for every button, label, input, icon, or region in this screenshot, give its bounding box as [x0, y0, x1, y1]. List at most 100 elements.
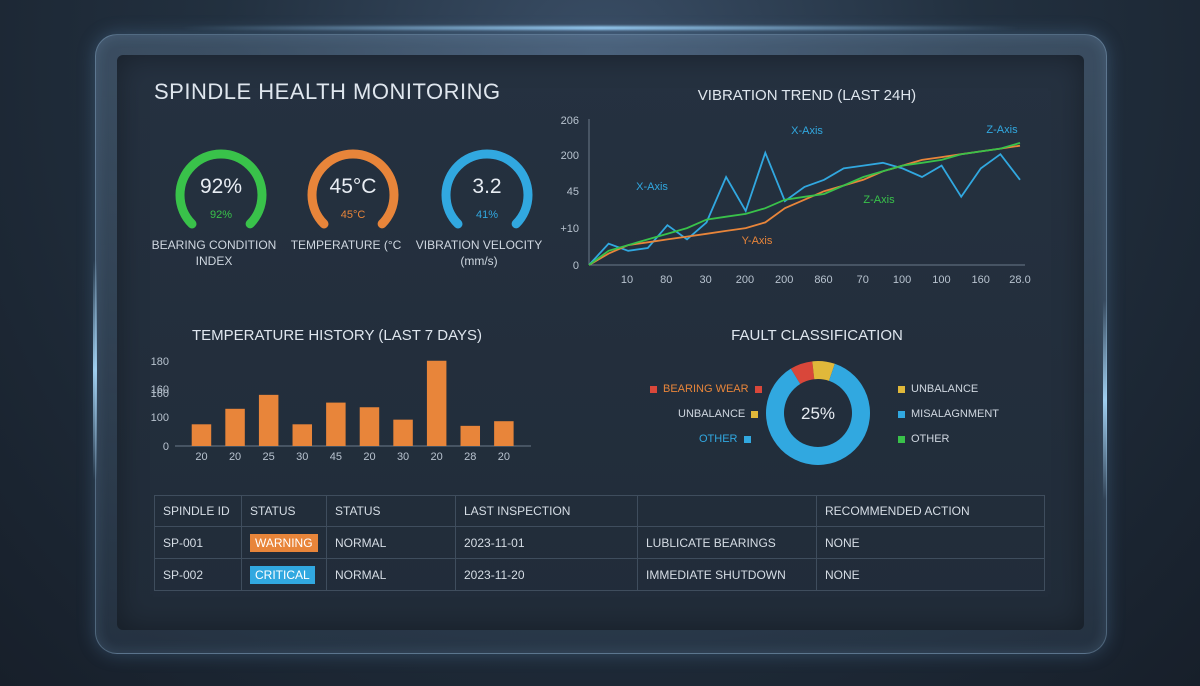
status-badge: WARNING — [250, 533, 318, 552]
spindle-id-cell: SP-001 — [154, 526, 242, 559]
bar — [460, 425, 481, 446]
bar — [359, 407, 380, 446]
gauge-3: 3.2 41% — [425, 143, 549, 243]
frame-left-glow — [93, 260, 97, 480]
y-tick-label: 45 — [567, 186, 579, 198]
last-inspection-cell: 2023-11-01 — [455, 526, 638, 559]
page-title: SPINDLE HEALTH MONITORING — [154, 79, 501, 104]
series-line-y-axis — [588, 144, 1021, 266]
status-cell: CRITICAL — [241, 558, 327, 591]
x-tick-label: 80 — [660, 274, 672, 286]
pie-center-label: 25% — [801, 404, 835, 423]
col-header-action — [637, 495, 817, 527]
legend-label: UNBALANCE — [678, 408, 746, 420]
series-line-z-axis — [588, 142, 1021, 266]
gauge-arc — [307, 149, 399, 229]
series-annotation: Z-Axis — [863, 194, 895, 206]
gauge-2: 45°C 45°C — [291, 143, 415, 243]
frame-top-glow — [180, 26, 1020, 30]
gauge-subvalue: 41% — [475, 209, 499, 221]
recommended-action-cell: NONE — [816, 558, 1045, 591]
x-tick-label: 25 — [263, 451, 275, 463]
legend-label: UNBALANCE — [911, 383, 979, 395]
gauge-label: TEMPERATURE (°C — [290, 238, 402, 252]
x-tick-label: 20 — [431, 451, 443, 463]
x-tick-label: 100 — [893, 274, 911, 286]
pie-slice — [812, 361, 835, 381]
gauge-value: 45°C — [329, 175, 377, 198]
legend-swatch — [898, 435, 905, 443]
x-tick-label: 860 — [814, 274, 832, 286]
action-cell: IMMEDIATE SHUTDOWN — [637, 558, 817, 591]
col-header-status: STATUS — [241, 495, 327, 527]
legend-item: OTHER — [699, 433, 751, 445]
bar — [326, 402, 346, 446]
y-tick-label: 206 — [561, 115, 579, 127]
gauge-1: 92% 92% — [159, 143, 283, 243]
y-tick-label: 180 — [151, 356, 169, 368]
y-tick-label: 160 — [151, 388, 169, 400]
x-tick-label: 28 — [464, 451, 476, 463]
x-tick-label: 200 — [775, 274, 793, 286]
table-row[interactable]: SP-001 WARNING NORMAL 2023-11-01 LUBLICA… — [154, 526, 1045, 559]
legend-swatch — [898, 410, 905, 418]
status-badge: CRITICAL — [250, 565, 315, 584]
legend-swatch — [898, 385, 905, 393]
gauge-arc — [441, 149, 533, 229]
table-header-row: SPINDLE ID STATUS STATUS LAST INSPECTION… — [154, 495, 1045, 527]
x-tick-label: 20 — [363, 451, 375, 463]
pie-slice — [766, 363, 871, 465]
legend-item: OTHER — [898, 433, 950, 445]
x-tick-label: 70 — [857, 274, 869, 286]
dashboard-screen: SPINDLE HEALTH MONITORING 92% 92% 45°C 45°C… — [117, 55, 1084, 630]
status-cell: WARNING — [241, 526, 327, 559]
recommended-action-cell: NONE — [816, 526, 1045, 559]
legend-swatch — [754, 385, 762, 393]
last-inspection-cell: 2023-11-20 — [455, 558, 638, 591]
x-tick-label: 20 — [195, 451, 207, 463]
col-header-last-inspection: LAST INSPECTION — [455, 495, 638, 527]
bar — [191, 424, 212, 446]
action-cell: LUBLICATE BEARINGS — [637, 526, 817, 559]
x-tick-label: 30 — [397, 451, 409, 463]
legend-swatch — [650, 385, 657, 393]
y-tick-label: 100 — [151, 412, 169, 424]
table-row[interactable]: SP-002 CRITICAL NORMAL 2023-11-20 IMMEDI… — [154, 558, 1045, 591]
bar — [292, 424, 313, 446]
x-tick-label: 20 — [229, 451, 241, 463]
pie-slice — [790, 361, 815, 385]
legend-item: MISALAGNMENT — [898, 408, 999, 420]
spindle-table: SPINDLE ID STATUS STATUS LAST INSPECTION… — [154, 495, 1045, 591]
gauge-subvalue: 45°C — [340, 209, 366, 221]
col-header-spindle-id: SPINDLE ID — [154, 495, 242, 527]
series-annotation: Y-Axis — [742, 235, 773, 247]
legend-label: OTHER — [911, 433, 950, 445]
y-tick-label: 0 — [163, 441, 169, 453]
fault-chart-title: FAULT CLASSIFICATION — [731, 327, 903, 344]
bar — [225, 408, 245, 446]
bar — [494, 421, 514, 446]
legend-item: BEARING WEAR — [650, 383, 762, 395]
x-tick-label: 30 — [699, 274, 711, 286]
y-tick-label: 200 — [561, 150, 579, 162]
frame-right-glow — [1103, 300, 1107, 500]
status-text-cell: NORMAL — [326, 526, 456, 559]
legend-label: MISALAGNMENT — [911, 408, 1000, 420]
y-tick-label: 0 — [573, 260, 579, 272]
gauge-value: 92% — [199, 175, 243, 198]
gauge-label: VIBRATION VELOCITY (mm/s) — [415, 238, 543, 268]
legend-swatch — [743, 435, 751, 443]
x-tick-label: 45 — [330, 451, 342, 463]
x-tick-label: 100 — [932, 274, 950, 286]
col-header-status-2: STATUS — [326, 495, 456, 527]
vibration-chart-title: VIBRATION TREND (LAST 24H) — [697, 87, 917, 104]
series-line-x-axis — [588, 150, 1021, 266]
legend-item: UNBALANCE — [678, 408, 759, 420]
x-tick-label: 20 — [498, 451, 510, 463]
gauge-label: BEARING CONDITION INDEX — [151, 238, 277, 268]
y-tick-label: +10 — [560, 223, 579, 235]
temperature-chart-title: TEMPERATURE HISTORY (LAST 7 DAYS) — [191, 327, 483, 344]
gauge-value: 3.2 — [472, 175, 502, 198]
gauge-subvalue: 92% — [209, 209, 233, 221]
spindle-id-cell: SP-002 — [154, 558, 242, 591]
